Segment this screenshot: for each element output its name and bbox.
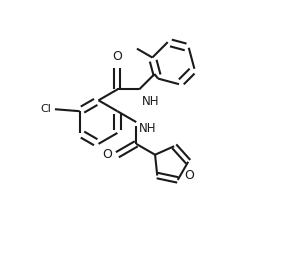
- Text: O: O: [184, 169, 194, 182]
- Text: NH: NH: [142, 95, 160, 108]
- Text: NH: NH: [139, 122, 157, 135]
- Text: O: O: [103, 148, 112, 161]
- Text: O: O: [112, 50, 122, 63]
- Text: Cl: Cl: [40, 104, 51, 114]
